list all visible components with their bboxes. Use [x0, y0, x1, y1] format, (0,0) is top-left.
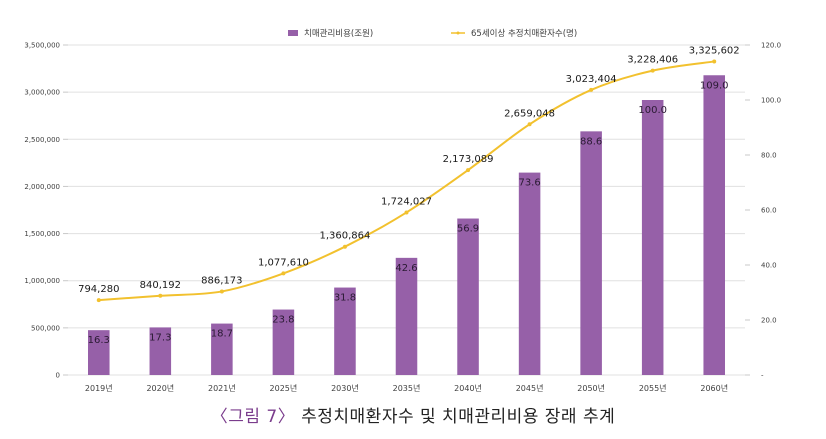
line-value-label: 794,280 — [78, 284, 119, 295]
line-point — [219, 289, 224, 294]
line-value-label: 2,173,089 — [443, 154, 494, 165]
bar — [518, 172, 541, 375]
right-tick-label: - — [761, 372, 764, 380]
bar — [149, 327, 172, 375]
right-tick-label: 120.0 — [761, 42, 781, 50]
bar-value-label: 18.7 — [211, 329, 233, 340]
right-tick-label: 60.0 — [761, 207, 777, 215]
left-tick-label: 3,000,000 — [24, 89, 60, 97]
line-value-label: 3,023,404 — [566, 74, 617, 85]
line-point — [712, 59, 717, 64]
bar-value-label: 88.6 — [580, 136, 602, 147]
line-point — [96, 298, 101, 303]
line-value-label: 1,724,027 — [381, 196, 432, 207]
legend-swatch-bar — [288, 30, 298, 36]
left-axis: 0 500,000 1,000,000 1,500,000 2,000,000 2,500… — [24, 42, 68, 380]
right-tick-label: 100.0 — [761, 97, 781, 105]
figure-caption: 〈그림 7〉 추정치매환자수 및 치매관리비용 장래 추계 — [0, 402, 826, 427]
x-tick-label: 2060년 — [700, 383, 728, 393]
line-point — [589, 87, 594, 92]
bar — [457, 218, 479, 375]
x-tick-label: 2019년 — [85, 383, 113, 393]
bar-value-label: 31.8 — [334, 293, 356, 304]
line-value-label: 840,192 — [140, 280, 181, 291]
left-tick-label: 1,000,000 — [24, 277, 60, 285]
bar — [88, 330, 110, 375]
bar-value-label: 109.0 — [700, 80, 729, 91]
left-tick-label: 0 — [56, 372, 60, 380]
x-tick-label: 2025년 — [270, 383, 298, 393]
right-tick-label: 20.0 — [761, 317, 777, 325]
bar-value-label: 56.9 — [457, 224, 479, 235]
x-tick-label: 2020년 — [146, 383, 174, 393]
bar — [272, 309, 295, 375]
left-tick-label: 2,500,000 — [24, 136, 60, 144]
x-tick-label: 2035년 — [393, 383, 421, 393]
x-tick-label: 2021년 — [208, 383, 236, 393]
legend: 치매관리비용(조원) 65세이상 추정치매환자수(명) — [288, 28, 577, 39]
bar — [703, 75, 725, 375]
line-point — [466, 168, 471, 173]
right-tick-label: 80.0 — [761, 152, 777, 160]
left-tick-label: 2,000,000 — [24, 183, 60, 191]
bar — [395, 257, 418, 375]
right-axis: - 20.0 40.0 60.0 80.0 100.0 120.0 — [745, 42, 781, 380]
line-series: 794,280 840,192 886,173 1,077,610 1,360,864 1… — [78, 45, 740, 303]
line-value-label: 886,173 — [201, 275, 242, 286]
bar-value-label: 73.6 — [518, 178, 540, 189]
line-value-label: 2,659,048 — [504, 108, 555, 119]
line-point — [342, 244, 347, 249]
right-tick-label: 40.0 — [761, 262, 777, 270]
line-point — [404, 210, 409, 215]
bar-series: 16.3 17.3 18.7 23.8 31.8 42.6 56.9 73.6 88.6 100.… — [88, 75, 729, 375]
bar-value-label: 42.6 — [395, 263, 417, 274]
chart: 0 500,000 1,000,000 1,500,000 2,000,000 2,500… — [24, 28, 781, 393]
x-tick-label: 2030년 — [331, 383, 359, 393]
line-point — [158, 293, 163, 298]
left-tick-label: 3,500,000 — [24, 42, 60, 50]
legend-label-bar: 치매관리비용(조원) — [304, 28, 373, 39]
line-value-label: 3,228,406 — [627, 55, 678, 66]
line-value-label: 3,325,602 — [689, 45, 740, 56]
left-tick-label: 1,500,000 — [24, 230, 60, 238]
bar-value-label: 17.3 — [149, 332, 171, 343]
legend-label-line: 65세이상 추정치매환자수(명) — [471, 28, 577, 39]
x-tick-label: 2055년 — [639, 383, 667, 393]
bar-value-label: 16.3 — [88, 335, 110, 346]
figure-label: 〈그림 7〉 — [210, 407, 296, 427]
bar — [641, 100, 664, 375]
bar-value-label: 23.8 — [272, 315, 294, 326]
line-point — [650, 68, 655, 73]
x-tick-label: 2050년 — [577, 383, 605, 393]
line-value-label: 1,077,610 — [258, 257, 309, 268]
x-tick-label: 2040년 — [454, 383, 482, 393]
x-tick-label: 2045년 — [516, 383, 544, 393]
bar — [211, 323, 233, 375]
line-point — [281, 271, 286, 276]
figure-title: 추정치매환자수 및 치매관리비용 장래 추계 — [301, 407, 616, 427]
bar — [580, 131, 602, 375]
line-value-label: 1,360,864 — [320, 231, 371, 242]
bar — [334, 287, 356, 375]
line-point — [527, 122, 532, 127]
bar-value-label: 100.0 — [638, 105, 667, 116]
legend-swatch-marker — [456, 31, 460, 35]
left-tick-label: 500,000 — [31, 324, 60, 332]
x-axis: 2019년 2020년 2021년 2025년 2030년 2035년 2040년 2045년… — [85, 383, 728, 393]
